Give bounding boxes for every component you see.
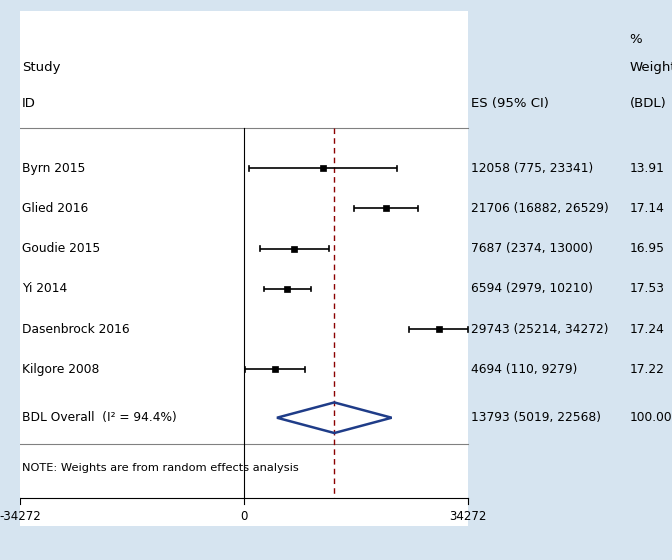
- Text: Study: Study: [22, 61, 60, 74]
- Text: 6594 (2979, 10210): 6594 (2979, 10210): [472, 282, 593, 296]
- Text: 21706 (16882, 26529): 21706 (16882, 26529): [472, 202, 610, 215]
- Text: 0: 0: [241, 510, 248, 523]
- Text: Glied 2016: Glied 2016: [22, 202, 89, 215]
- Text: 13.91: 13.91: [630, 162, 665, 175]
- Text: 17.14: 17.14: [630, 202, 665, 215]
- Text: Byrn 2015: Byrn 2015: [22, 162, 85, 175]
- Text: 17.22: 17.22: [630, 363, 665, 376]
- Bar: [20, 128, 468, 526]
- Text: 13793 (5019, 22568): 13793 (5019, 22568): [472, 411, 601, 424]
- Text: ES (95% CI): ES (95% CI): [472, 97, 549, 110]
- Text: Yi 2014: Yi 2014: [22, 282, 67, 296]
- Text: 4694 (110, 9279): 4694 (110, 9279): [472, 363, 578, 376]
- Text: 34272: 34272: [450, 510, 487, 523]
- Text: Dasenbrock 2016: Dasenbrock 2016: [22, 323, 130, 335]
- Text: Weight: Weight: [630, 61, 672, 74]
- Text: 17.24: 17.24: [630, 323, 665, 335]
- Bar: [20, 11, 468, 128]
- Text: 12058 (775, 23341): 12058 (775, 23341): [472, 162, 593, 175]
- Text: Kilgore 2008: Kilgore 2008: [22, 363, 99, 376]
- Text: ID: ID: [22, 97, 36, 110]
- Text: 7687 (2374, 13000): 7687 (2374, 13000): [472, 242, 593, 255]
- Text: NOTE: Weights are from random effects analysis: NOTE: Weights are from random effects an…: [22, 463, 299, 473]
- Text: 16.95: 16.95: [630, 242, 665, 255]
- Text: 17.53: 17.53: [630, 282, 665, 296]
- Text: (BDL): (BDL): [630, 97, 666, 110]
- Text: 100.00: 100.00: [630, 411, 672, 424]
- Text: Goudie 2015: Goudie 2015: [22, 242, 100, 255]
- Text: BDL Overall  (I² = 94.4%): BDL Overall (I² = 94.4%): [22, 411, 177, 424]
- Text: -34272: -34272: [0, 510, 41, 523]
- Text: %: %: [630, 33, 642, 46]
- Text: 29743 (25214, 34272): 29743 (25214, 34272): [472, 323, 609, 335]
